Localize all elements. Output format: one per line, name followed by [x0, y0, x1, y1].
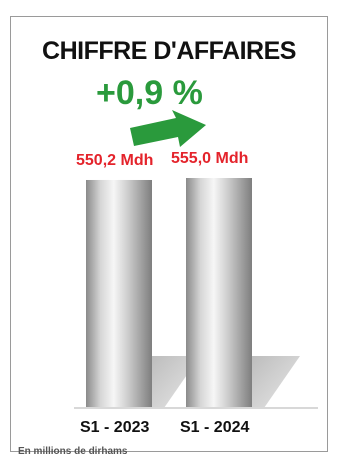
bar-s1-2024: [186, 178, 252, 408]
chart-title: CHIFFRE D'AFFAIRES: [42, 37, 296, 65]
right-arrow-icon: [130, 110, 206, 147]
category-label-s1-2024: S1 - 2024: [180, 419, 250, 436]
value-label-s1-2023: 550,2 Mdh: [76, 152, 154, 169]
growth-percentage: +0,9 %: [96, 74, 203, 112]
value-label-s1-2024: 555,0 Mdh: [171, 150, 249, 167]
unit-note: En millions de dirhams: [18, 446, 128, 457]
bar-s1-2023: [86, 179, 152, 408]
bar-shadow: [252, 356, 300, 408]
category-label-s1-2023: S1 - 2023: [80, 419, 150, 436]
